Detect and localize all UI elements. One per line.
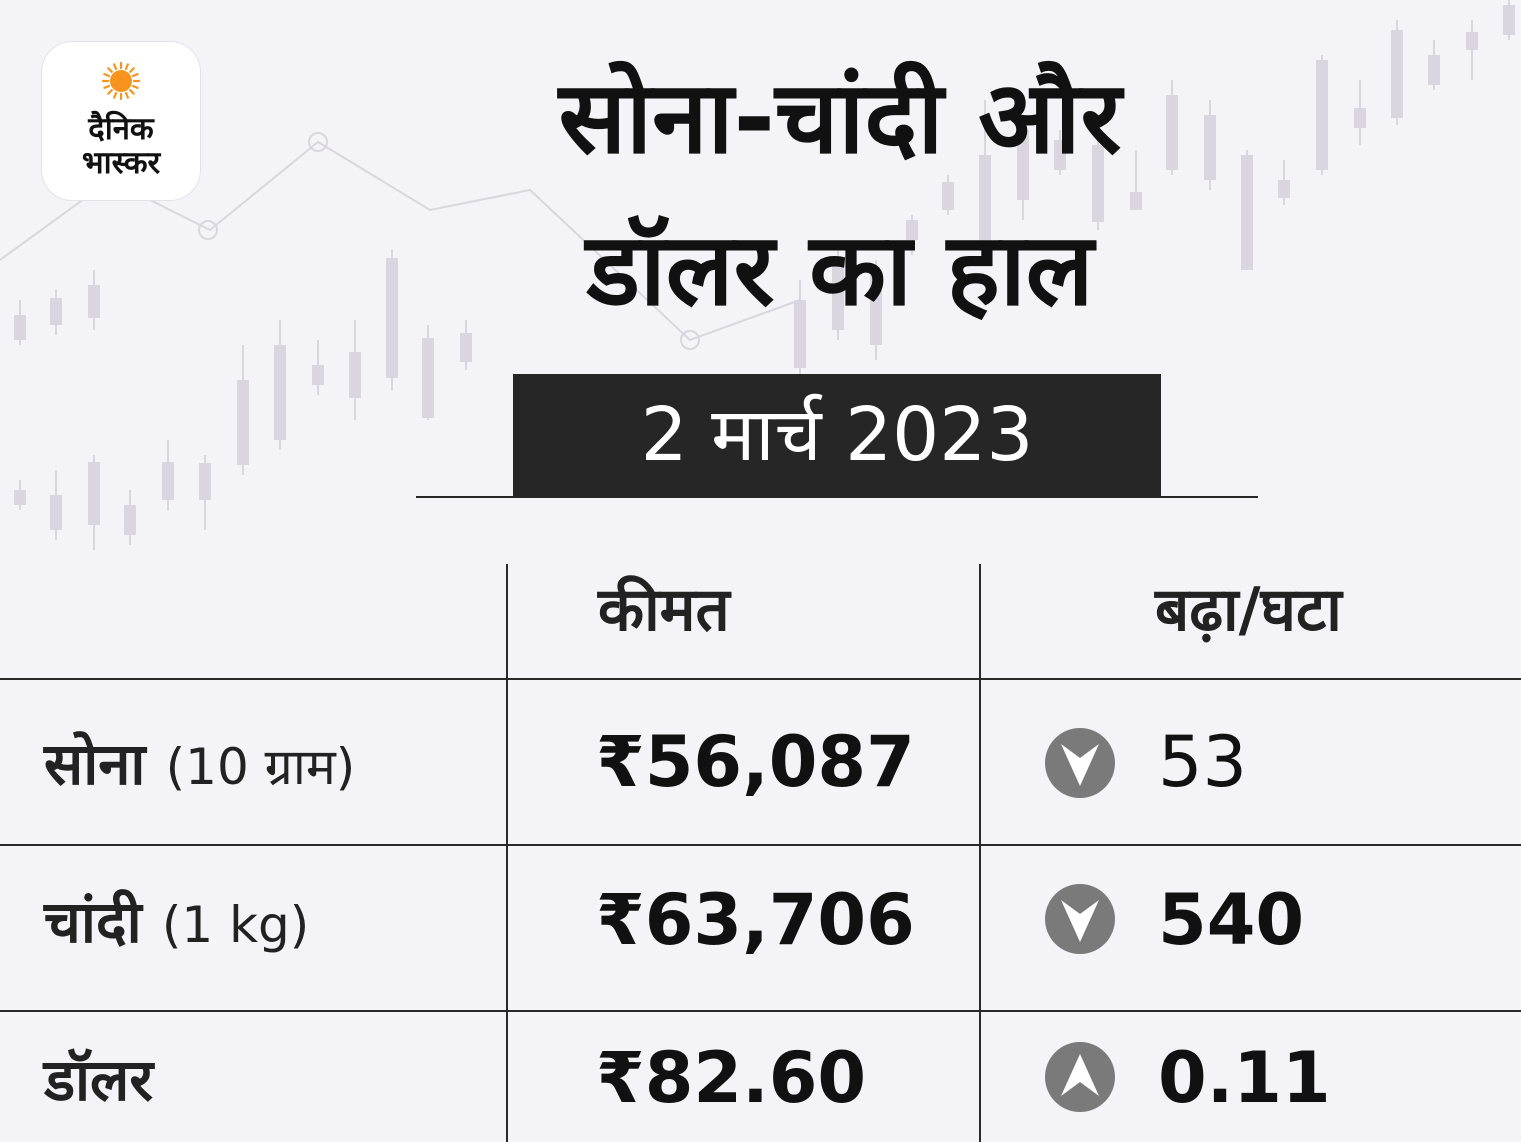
decorative-candle-body [870,275,882,345]
date-banner: 2 मार्च 2023 [513,374,1161,497]
logo-text-line2: भास्कर [81,145,161,181]
down-arrow-icon [1045,884,1115,954]
column-header-price: कीमत [598,575,730,645]
dainik-bhaskar-logo: दैनिक भास्कर [42,42,200,200]
row-name: सोना [44,730,146,798]
decorative-candle-body [50,298,62,325]
decorative-candle-body [460,333,472,362]
decorative-candle-body [794,300,806,368]
decorative-candle-body [162,462,174,500]
row-name: डॉलर [44,1046,154,1114]
date-underline-divider [416,496,1258,498]
decorative-trend-point [198,220,218,240]
decorative-candle-body [942,182,954,210]
table-divider-row1 [0,844,1521,846]
column-header-change: बढ़ा/घटा [1155,575,1342,645]
decorative-candle-body [50,495,62,530]
decorative-candle-body [237,380,249,465]
table-row-silver-change: 540 [1158,879,1305,961]
decorative-candle-body [14,315,26,340]
decorative-candle-body [1354,108,1366,128]
table-row-gold-change: 53 [1158,721,1248,803]
decorative-candle-body [1503,5,1515,35]
decorative-candle-body [1204,115,1216,180]
decorative-candle-body [1391,30,1403,118]
table-row-dollar-price: ₹82.60 [596,1037,867,1119]
decorative-candle-body [1017,130,1029,200]
decorative-candle-body [312,365,324,385]
decorative-candle-body [386,258,398,378]
decorative-trend-point [680,330,700,350]
decorative-candle-body [1316,60,1328,170]
decorative-candle-body [1054,140,1066,170]
decorative-candle-body [124,505,136,535]
row-name: चांदी [44,888,142,956]
sun-icon [102,62,140,100]
decorative-candle-body [349,352,361,398]
decorative-candle-body [1428,55,1440,85]
table-column-divider-1 [506,564,508,1142]
logo-text-line1: दैनिक [88,111,154,147]
up-arrow-icon [1045,1042,1115,1112]
decorative-candle-body [1166,95,1178,170]
table-row-gold-label: सोना (10 ग्राम) [44,724,355,807]
down-arrow-icon [1045,728,1115,798]
decorative-candle-body [979,155,991,245]
decorative-candle-body [832,260,844,330]
table-row-dollar-label: डॉलर [44,1040,153,1120]
table-row-gold-price: ₹56,087 [596,721,915,803]
decorative-candle-body [1130,192,1142,210]
decorative-candle-body [1466,32,1478,50]
decorative-candle-body [88,462,100,525]
decorative-trend-point [308,132,328,152]
table-divider-row2 [0,1010,1521,1012]
decorative-candle-body [906,220,918,240]
table-row-silver-price: ₹63,706 [596,879,915,961]
decorative-candle-body [422,338,434,418]
decorative-candle-body [88,285,100,318]
row-unit: (10 ग्राम) [165,738,356,796]
decorative-candle-body [274,345,286,440]
table-row-dollar-change: 0.11 [1158,1037,1331,1119]
page-title-line1: सोना-चांदी और [558,59,1122,176]
decorative-candle-body [1241,155,1253,270]
decorative-candle-body [1278,180,1290,198]
decorative-candle-body [14,490,26,505]
table-row-silver-label: चांदी (1 kg) [44,882,309,965]
table-column-divider-2 [979,564,981,1142]
decorative-candle-body [1092,145,1104,222]
table-divider-header [0,678,1521,680]
decorative-candle-body [199,463,211,500]
page-title-line2: डॉलर का हाल [586,211,1094,328]
row-unit: (1 kg) [161,896,310,954]
